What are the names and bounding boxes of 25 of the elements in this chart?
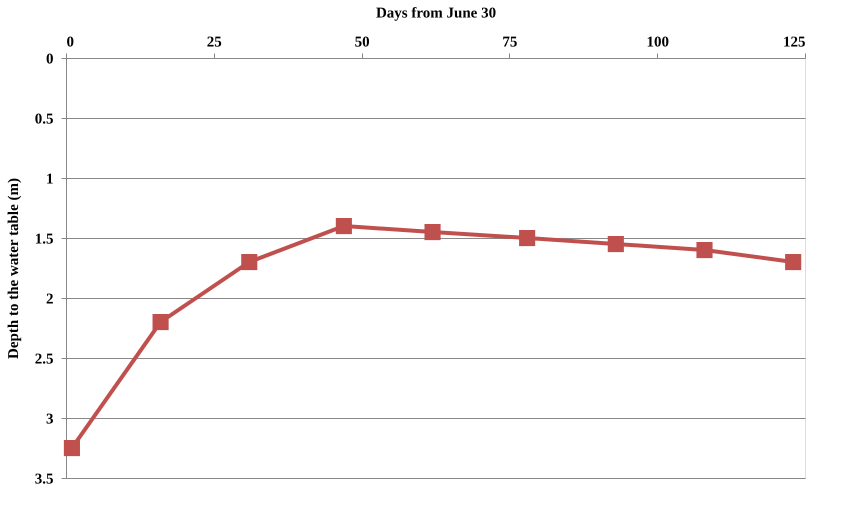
x-tick-label: 25 [206, 34, 222, 50]
point [519, 230, 536, 246]
point [152, 314, 169, 330]
y-tick-label: 2 [46, 292, 54, 308]
y-tick-label: 1 [46, 172, 54, 188]
y-axis-title: Depth to the water table (m) [6, 178, 22, 359]
x-tick-label: 75 [502, 34, 518, 50]
point [241, 254, 258, 270]
point [424, 224, 441, 240]
x-tick-label: 0 [66, 34, 74, 50]
y-tick-label: 0.5 [34, 112, 54, 128]
point [336, 218, 352, 234]
point [608, 236, 624, 252]
point [785, 254, 802, 270]
point [696, 242, 713, 258]
x-tick-label: 50 [354, 34, 370, 50]
x-tick-label: 100 [646, 34, 669, 50]
y-tick-label: 0 [46, 52, 54, 68]
y-tick-label: 3.5 [34, 472, 54, 488]
y-tick-label: 3 [46, 412, 54, 428]
x-tick-label: 125 [783, 34, 806, 50]
y-tick-label: 2.5 [34, 352, 54, 368]
y-tick-label: 1.5 [34, 232, 54, 248]
point [64, 440, 80, 456]
x-axis-title: Days from June 30 [376, 6, 496, 22]
